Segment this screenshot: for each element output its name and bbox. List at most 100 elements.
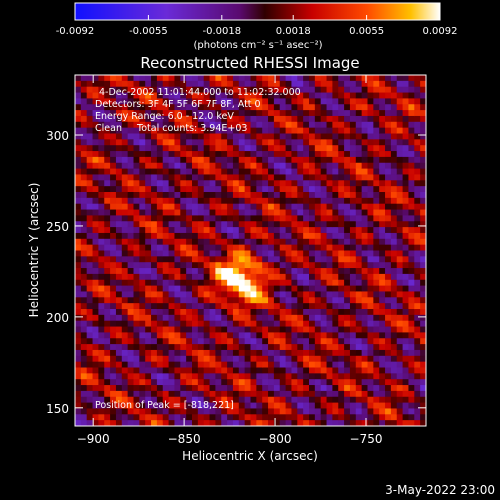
heatmap-cell [379, 127, 386, 134]
heatmap-cell [396, 86, 403, 93]
heatmap-cell [344, 390, 351, 398]
heatmap-cell [402, 408, 409, 415]
heatmap-cell [314, 262, 322, 269]
heatmap-cell [414, 180, 421, 187]
colorbar-ticks: -0.0092 -0.0055 -0.0018 0.0018 0.0055 0.0092 [56, 15, 458, 37]
heatmap-cell [303, 303, 310, 310]
heatmap-cell [250, 186, 257, 193]
heatmap-cell [309, 390, 316, 398]
heatmap-cell [227, 291, 234, 298]
heatmap-cell [250, 285, 257, 292]
heatmap-cell [151, 361, 158, 368]
heatmap-cell [314, 379, 322, 386]
heatmap-cell [215, 221, 222, 228]
heatmap-cell [396, 244, 403, 251]
heatmap-cell [151, 174, 158, 181]
heatmap-cell [303, 151, 310, 158]
heatmap-cell [192, 361, 199, 368]
heatmap-cell [396, 268, 403, 275]
heatmap-cell [373, 367, 380, 374]
heatmap-cell [115, 279, 123, 286]
heatmap-cell [291, 361, 298, 368]
heatmap-cell [127, 379, 134, 386]
heatmap-cell [285, 338, 292, 345]
heatmap-cell [256, 309, 263, 316]
heatmap-cell [145, 192, 152, 199]
heatmap-cell [139, 285, 146, 292]
heatmap-cell [256, 244, 263, 251]
heatmap-cell [262, 402, 269, 409]
heatmap-cell [268, 133, 275, 140]
heatmap-cell [186, 221, 193, 228]
heatmap-cell [297, 192, 304, 199]
heatmap-cell [332, 115, 339, 123]
heatmap-cell [414, 174, 421, 181]
heatmap-cell [355, 273, 363, 281]
heatmap-cell [186, 115, 193, 123]
heatmap-cell [414, 110, 421, 117]
heatmap-cell [314, 145, 322, 152]
heatmap-cell [279, 402, 286, 409]
heatmap-cell [75, 168, 82, 175]
heatmap-cell [104, 396, 111, 403]
heatmap-cell [373, 168, 380, 175]
heatmap-cell [221, 192, 228, 199]
heatmap-cell [373, 133, 380, 140]
heatmap-cell [156, 238, 164, 246]
heatmap-cell [303, 110, 310, 117]
heatmap-cell [349, 186, 357, 193]
heatmap-cell [80, 104, 88, 111]
heatmap-cell [127, 268, 134, 275]
heatmap-cell [110, 244, 117, 251]
heatmap-cell [110, 361, 117, 368]
heatmap-cell [192, 203, 199, 210]
heatmap-cell [262, 262, 269, 269]
heatmap-cell [314, 297, 322, 304]
heatmap-cell [110, 408, 117, 415]
heatmap-cell [92, 121, 99, 129]
heatmap-cell [396, 332, 403, 339]
heatmap-cell [279, 151, 286, 158]
heatmap-cell [244, 232, 251, 240]
heatmap-cell [151, 221, 158, 228]
heatmap-cell [291, 244, 298, 251]
heatmap-cell [414, 379, 421, 386]
heatmap-cell [314, 385, 322, 392]
heatmap-cell [180, 186, 187, 193]
heatmap-cell [332, 209, 339, 216]
heatmap-cell [215, 355, 222, 363]
heatmap-cell [420, 303, 427, 310]
heatmap-cell [139, 115, 146, 123]
heatmap-cell [297, 186, 304, 193]
heatmap-cell [379, 314, 386, 322]
heatmap-cell [344, 326, 351, 333]
heatmap-cell [168, 227, 175, 234]
heatmap-cell [291, 279, 298, 286]
heatmap-cell [209, 309, 216, 316]
heatmap-cell [414, 314, 421, 322]
heatmap-cell [390, 349, 398, 357]
heatmap-cell [262, 303, 269, 310]
heatmap-cell [250, 268, 257, 275]
heatmap-cell [221, 151, 228, 158]
heatmap-cell [250, 344, 257, 351]
heatmap-cell [396, 256, 403, 263]
heatmap-cell [420, 139, 427, 146]
heatmap-cell [244, 180, 251, 187]
heatmap-cell [320, 367, 327, 374]
heatmap-cell [379, 186, 386, 193]
heatmap-cell [390, 221, 398, 228]
x-tick-label: −850 [168, 432, 201, 446]
heatmap-cell [390, 291, 398, 298]
heatmap-cell [133, 209, 140, 216]
heatmap-cell [320, 121, 327, 129]
heatmap-cell [349, 104, 357, 111]
heatmap-cell [86, 110, 93, 117]
heatmap-cell [121, 402, 129, 409]
heatmap-cell [320, 238, 327, 246]
heatmap-cell [402, 338, 409, 345]
heatmap-cell [262, 92, 269, 99]
heatmap-cell [373, 402, 380, 409]
heatmap-cell [349, 326, 357, 333]
heatmap-cell [186, 361, 193, 368]
